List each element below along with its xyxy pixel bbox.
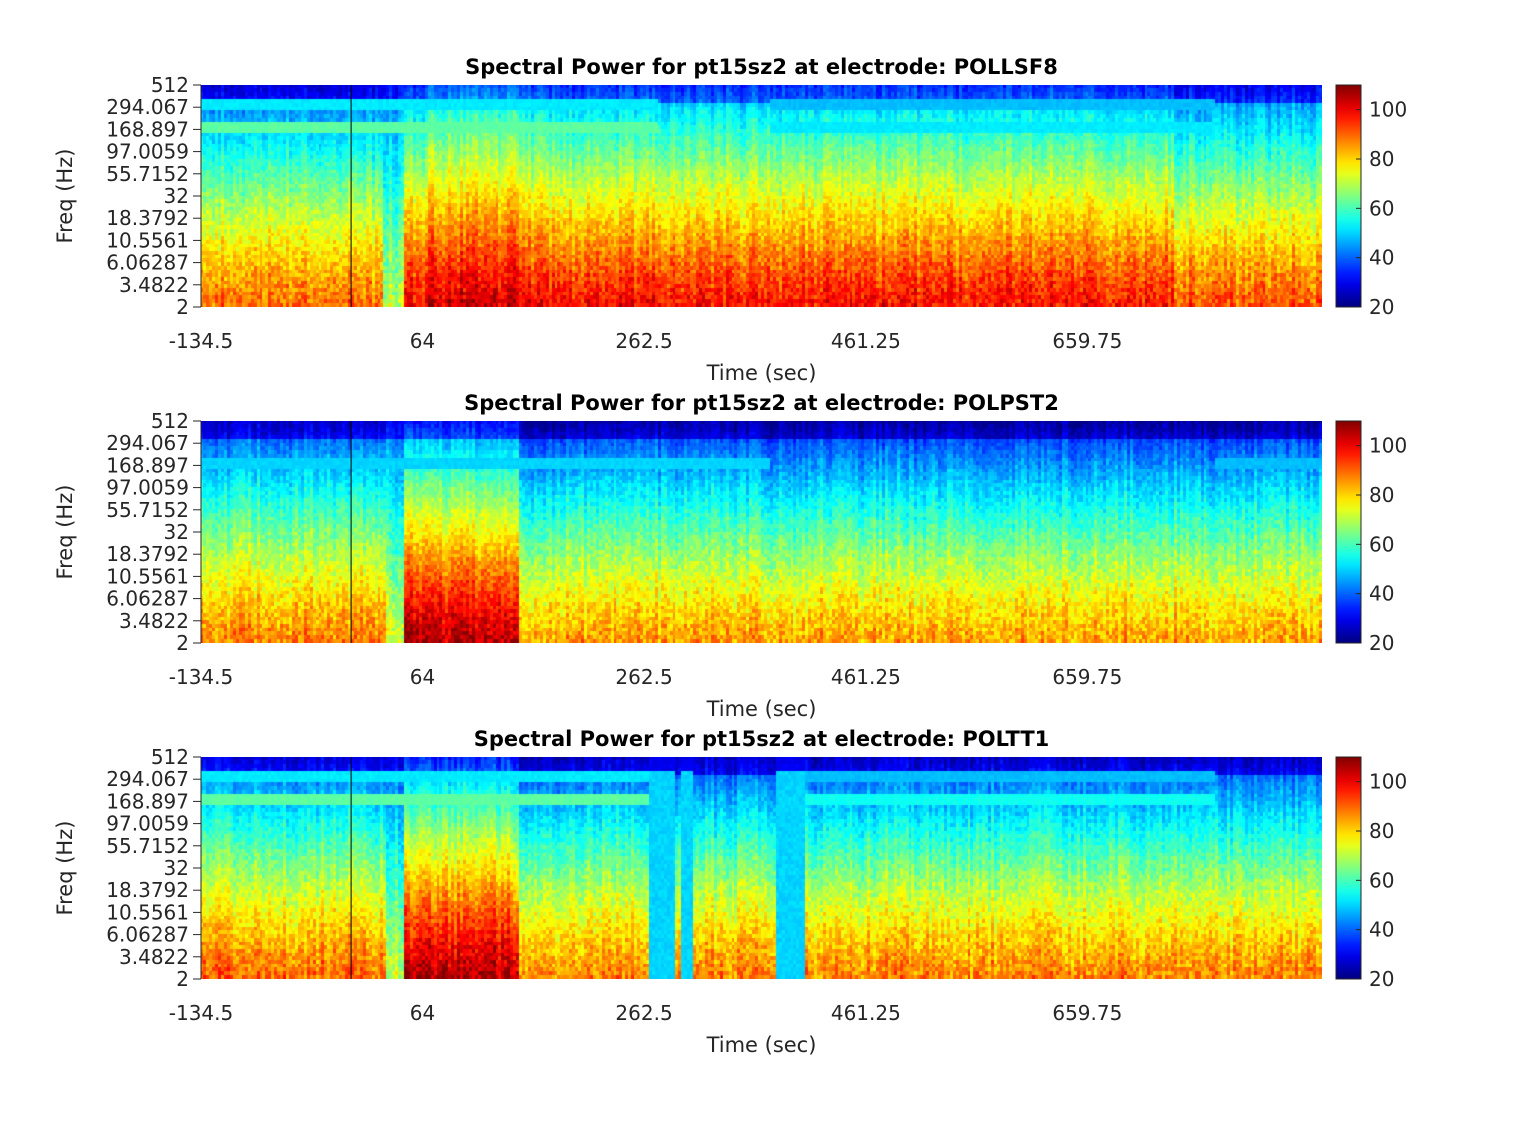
y-tick-label: 97.0059 bbox=[106, 140, 189, 164]
x-tick-label: -134.5 bbox=[169, 329, 233, 353]
x-tick-label: 262.5 bbox=[615, 665, 672, 689]
colorbar-tick-label: 20 bbox=[1369, 295, 1394, 319]
y-tick-label: 512 bbox=[151, 409, 189, 433]
x-tick-label: -134.5 bbox=[169, 1001, 233, 1025]
x-tick-label: 64 bbox=[410, 1001, 435, 1025]
spectrogram-heatmap bbox=[201, 421, 1322, 643]
colorbar-gradient bbox=[1335, 756, 1362, 980]
x-tick-label: -134.5 bbox=[169, 665, 233, 689]
y-axis-title: Freq (Hz) bbox=[53, 485, 77, 580]
colorbar-tick-label: 80 bbox=[1369, 819, 1394, 843]
colorbar-tick-label: 40 bbox=[1369, 918, 1394, 942]
y-tick-label: 10.5561 bbox=[106, 564, 189, 588]
y-tick-label: 168.897 bbox=[106, 789, 189, 813]
y-tick-label: 32 bbox=[164, 520, 189, 544]
colorbar-tick-label: 80 bbox=[1369, 147, 1394, 171]
x-tick-label: 659.75 bbox=[1052, 329, 1122, 353]
colorbar-tick-label: 60 bbox=[1369, 532, 1394, 556]
colorbar: 20 40 60 80 100 bbox=[1335, 84, 1407, 319]
y-tick-label: 6.06287 bbox=[106, 251, 189, 275]
spectrogram-heatmap bbox=[201, 85, 1322, 307]
x-axis-title: Time (sec) bbox=[706, 697, 817, 721]
x-tick-label: 262.5 bbox=[615, 329, 672, 353]
panel-title: Spectral Power for pt15sz2 at electrode:… bbox=[464, 391, 1059, 415]
spectrogram-panel-2: Spectral Power for pt15sz2 at electrode:… bbox=[53, 391, 1407, 721]
y-tick-label: 10.5561 bbox=[106, 900, 189, 924]
y-tick-label: 294.067 bbox=[106, 95, 189, 119]
x-tick-label: 64 bbox=[410, 665, 435, 689]
y-tick-label: 168.897 bbox=[106, 117, 189, 141]
y-tick-label: 512 bbox=[151, 745, 189, 769]
y-axis-title: Freq (Hz) bbox=[53, 149, 77, 244]
y-tick-label: 18.3792 bbox=[106, 878, 189, 902]
x-tick-label: 461.25 bbox=[831, 1001, 901, 1025]
y-tick-label: 2 bbox=[176, 967, 189, 991]
colorbar-tick-label: 20 bbox=[1369, 631, 1394, 655]
y-tick-label: 18.3792 bbox=[106, 542, 189, 566]
y-tick-label: 294.067 bbox=[106, 767, 189, 791]
y-tick-label: 168.897 bbox=[106, 453, 189, 477]
y-tick-label: 97.0059 bbox=[106, 476, 189, 500]
x-tick-label: 659.75 bbox=[1052, 665, 1122, 689]
y-tick-label: 32 bbox=[164, 856, 189, 880]
y-tick-label: 3.4822 bbox=[119, 609, 189, 633]
colorbar-tick-label: 80 bbox=[1369, 483, 1394, 507]
panel-title: Spectral Power for pt15sz2 at electrode:… bbox=[474, 727, 1050, 751]
x-tick-label: 461.25 bbox=[831, 329, 901, 353]
x-axis-title: Time (sec) bbox=[706, 361, 817, 385]
colorbar: 20 40 60 80 100 bbox=[1335, 756, 1407, 991]
y-tick-label: 3.4822 bbox=[119, 945, 189, 969]
y-tick-label: 6.06287 bbox=[106, 923, 189, 947]
x-axis-title: Time (sec) bbox=[706, 1033, 817, 1057]
colorbar-tick-label: 40 bbox=[1369, 582, 1394, 606]
y-tick-label: 294.067 bbox=[106, 431, 189, 455]
y-tick-label: 97.0059 bbox=[106, 812, 189, 836]
panel-title: Spectral Power for pt15sz2 at electrode:… bbox=[465, 55, 1058, 79]
colorbar-tick-label: 100 bbox=[1369, 98, 1407, 122]
spectrogram-heatmap bbox=[201, 757, 1322, 979]
x-tick-label: 659.75 bbox=[1052, 1001, 1122, 1025]
colorbar-tick-label: 40 bbox=[1369, 246, 1394, 270]
y-tick-label: 6.06287 bbox=[106, 587, 189, 611]
y-tick-label: 55.7152 bbox=[106, 498, 189, 522]
colorbar-tick-label: 20 bbox=[1369, 967, 1394, 991]
x-tick-label: 262.5 bbox=[615, 1001, 672, 1025]
y-tick-label: 32 bbox=[164, 184, 189, 208]
y-tick-label: 2 bbox=[176, 631, 189, 655]
y-axis-title: Freq (Hz) bbox=[53, 821, 77, 916]
y-tick-label: 512 bbox=[151, 73, 189, 97]
colorbar-gradient bbox=[1335, 420, 1362, 644]
colorbar-tick-label: 100 bbox=[1369, 434, 1407, 458]
spectrogram-panel-3: Spectral Power for pt15sz2 at electrode:… bbox=[53, 727, 1407, 1057]
colorbar-tick-label: 60 bbox=[1369, 196, 1394, 220]
y-tick-label: 3.4822 bbox=[119, 273, 189, 297]
y-tick-label: 55.7152 bbox=[106, 834, 189, 858]
colorbar-tick-label: 60 bbox=[1369, 868, 1394, 892]
colorbar: 20 40 60 80 100 bbox=[1335, 420, 1407, 655]
y-tick-label: 55.7152 bbox=[106, 162, 189, 186]
y-tick-label: 18.3792 bbox=[106, 206, 189, 230]
spectrogram-panel-1: Spectral Power for pt15sz2 at electrode:… bbox=[53, 55, 1407, 385]
y-tick-label: 10.5561 bbox=[106, 228, 189, 252]
colorbar-tick-label: 100 bbox=[1369, 770, 1407, 794]
y-tick-label: 2 bbox=[176, 295, 189, 319]
colorbar-gradient bbox=[1335, 84, 1362, 308]
x-tick-label: 461.25 bbox=[831, 665, 901, 689]
x-tick-label: 64 bbox=[410, 329, 435, 353]
